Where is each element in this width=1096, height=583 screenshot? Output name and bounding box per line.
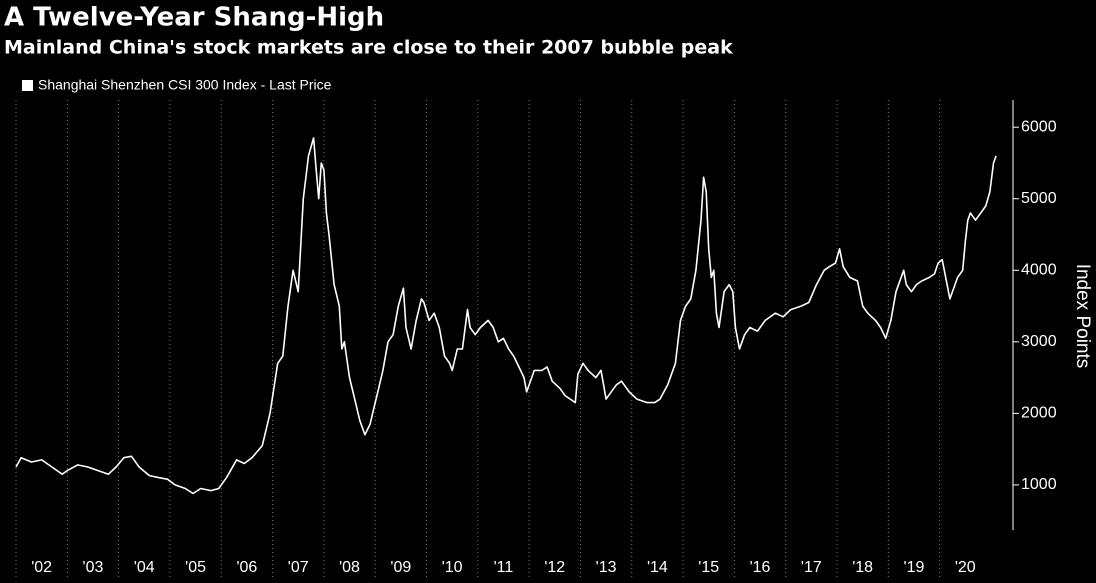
chart-subtitle: Mainland China's stock markets are close… <box>4 37 733 59</box>
y-tick-label: 3000 <box>1021 333 1057 350</box>
y-tick-label: 4000 <box>1021 262 1057 279</box>
x-tick-label: '10 <box>442 559 463 576</box>
x-tick-label: '18 <box>852 559 873 576</box>
x-tick-label: '15 <box>698 559 719 576</box>
x-tick-label: '02 <box>31 559 52 576</box>
x-tick-label: '11 <box>494 559 514 576</box>
y-axis-label: Index Points <box>1072 264 1093 369</box>
x-tick-label: '07 <box>288 559 309 576</box>
y-tick-label: 5000 <box>1021 190 1057 207</box>
x-tick-label: '06 <box>236 559 257 576</box>
line <box>15 137 997 495</box>
x-tick-label: '12 <box>544 559 565 576</box>
x-tick-label: '09 <box>390 559 411 576</box>
legend-label: Shanghai Shenzhen CSI 300 Index - Last P… <box>38 77 332 93</box>
x-tick-label: '16 <box>750 559 771 576</box>
y-tick-label: 1000 <box>1021 476 1057 493</box>
x-tick-label: '04 <box>134 559 155 576</box>
x-tick-label: '20 <box>955 559 976 576</box>
x-tick-label: '03 <box>83 559 104 576</box>
y-tick-label: 6000 <box>1021 118 1057 135</box>
x-tick-label: '17 <box>801 559 822 576</box>
y-tick-label: 2000 <box>1021 405 1057 422</box>
legend-swatch <box>22 80 33 91</box>
x-tick-label: '14 <box>647 559 668 576</box>
x-tick-label: '19 <box>904 559 925 576</box>
x-tick-label: '05 <box>185 559 206 576</box>
chart-title: A Twelve-Year Shang-High <box>4 3 384 33</box>
x-tick-label: '13 <box>596 559 617 576</box>
x-tick-label: '08 <box>339 559 360 576</box>
